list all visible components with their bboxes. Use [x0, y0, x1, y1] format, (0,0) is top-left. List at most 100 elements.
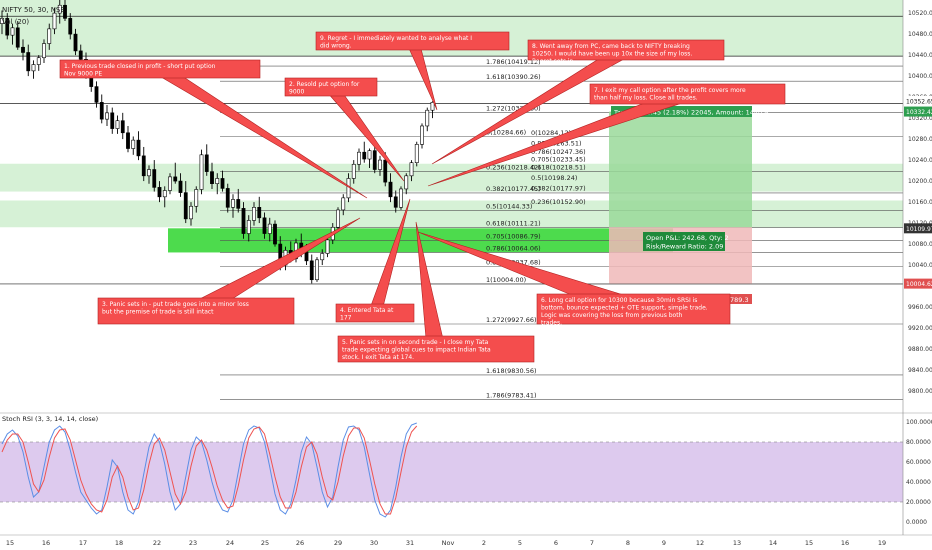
candle-body [15, 27, 20, 48]
candle-body [378, 159, 382, 170]
fib-label: 1(10004.00) [486, 276, 526, 284]
time-tick: 30 [370, 539, 378, 547]
price-tick: 10400.00 [908, 73, 932, 80]
candle-body [141, 155, 146, 177]
time-tick: 13 [733, 539, 741, 547]
annotation-text: than half my loss. Close all trades. [594, 95, 698, 102]
fib-label: 1.618(9830.56) [486, 367, 537, 375]
fib-label: 0.618(10111.21) [486, 220, 541, 228]
annotation-text: stock. I exit Tata at 174. [342, 354, 414, 361]
annotation-box [335, 303, 415, 323]
price-tick: 10520.00 [908, 10, 932, 17]
rsi-tick: 20.0000 [906, 499, 931, 506]
price-tick: 9840.00 [908, 367, 932, 374]
time-tick: 18 [115, 539, 123, 547]
target-label: Target: 220.45 (2.18%) 22045, Amount: 14… [613, 109, 768, 117]
candle-body [131, 139, 136, 149]
time-tick: 24 [226, 539, 234, 547]
candle-body [231, 199, 235, 208]
annotation-text: bottom, bounce expected + OTE support, s… [541, 305, 708, 312]
candle-body [257, 207, 262, 219]
candle-body [241, 208, 246, 234]
candle-body [78, 50, 83, 60]
annotation-box [315, 31, 510, 51]
candle-body [236, 199, 241, 209]
candle-body [262, 217, 267, 234]
rsi-tick: 60.0000 [906, 459, 931, 466]
open-pnl-label: Open P&L: 242.68, Qty: 2 [646, 234, 729, 242]
time-tick: 16 [841, 539, 849, 547]
fib-label: 1.272(9927.66) [486, 316, 537, 324]
price-tick: 9880.00 [908, 346, 932, 353]
annotation-arrows [156, 38, 691, 351]
annotation-text: did wrong. [320, 43, 352, 50]
price-label: 10109.97 [906, 226, 932, 233]
candle-body [105, 112, 109, 120]
annotation-text: 7. I exit my call option after the profi… [594, 87, 746, 94]
annotation-text: 3. Panic sets in - put trade goes into a… [102, 301, 249, 308]
stoch-rsi-panel: Stoch RSI (3, 3, 14, 14, close) [0, 412, 932, 518]
annotation-text: Nov 9000 PE [64, 71, 102, 78]
fib-label-2: 0.236(10152.90) [531, 198, 586, 206]
candle-body [204, 154, 209, 172]
price-tick: 10160.00 [908, 199, 932, 206]
annotation-text: 4. Entered Tata at [340, 307, 394, 314]
candle-body [199, 154, 204, 190]
candle-body [351, 163, 356, 179]
candle-body [388, 181, 393, 198]
annotation-text: Logic was covering the loss from previou… [541, 312, 683, 319]
candle-body [367, 150, 372, 160]
price-label: 10352.65 [906, 98, 932, 105]
candle-body [168, 176, 172, 191]
candle-body [99, 102, 104, 120]
time-tick: 22 [153, 539, 161, 547]
price-tick: 10240.00 [908, 157, 932, 164]
candle-body [425, 109, 430, 127]
ratio-label: Risk/Reward Ratio: 2.09 [646, 243, 723, 251]
annotation-text: 2. Resold put option for [289, 81, 360, 88]
candle-body [225, 188, 230, 208]
candle-body [220, 178, 225, 189]
price-tick: 9960.00 [908, 304, 932, 311]
time-tick: 14 [769, 539, 777, 547]
price-tick: 10200.00 [908, 178, 932, 185]
rsi-k-line [1, 422, 417, 518]
time-tick: 5 [518, 539, 522, 547]
candle-body [173, 176, 178, 182]
fib-label: 0.236(10218.42) [486, 163, 541, 171]
candle-body [409, 162, 414, 177]
candle-body [136, 139, 141, 157]
candle-body [246, 220, 251, 234]
candle-body [215, 178, 220, 184]
candle-body [315, 259, 319, 281]
time-tick: 6 [554, 539, 558, 547]
price-tick: 9800.00 [908, 388, 932, 395]
time-tick: 17 [79, 539, 87, 547]
stop-label: 789.3 [730, 296, 749, 304]
time-tick: 8 [626, 539, 630, 547]
fib-label-2: 0.786(10247.36) [531, 148, 586, 156]
chart-title: NIFTY 50, 30, NSE [2, 6, 65, 14]
candle-body [47, 28, 52, 44]
rsi-title: Stoch RSI (3, 3, 14, 14, close) [2, 415, 98, 423]
rsi-band [0, 442, 903, 502]
candle-body [147, 169, 151, 177]
candle-body [357, 151, 361, 165]
price-tick: 10080.00 [908, 241, 932, 248]
time-tick: 15 [805, 539, 813, 547]
candle-body [42, 43, 46, 59]
annotation-box [337, 335, 535, 363]
annotation-box [59, 59, 261, 79]
candle-body [189, 205, 193, 220]
annotation-text: 5. Panic sets in on second trade - I clo… [342, 339, 489, 346]
candle-body [52, 12, 57, 30]
annotation-text: 10250. I would have been up 10x the size… [532, 51, 692, 58]
candle-body [420, 125, 424, 145]
candle-body [0, 18, 4, 24]
annotation-text: 6. Long call option for 10300 because 30… [541, 297, 697, 304]
annotation-box [527, 39, 725, 61]
annotation-text: but the premise of trade is still intact [102, 309, 214, 316]
fib-label-2: 0.705(10233.45) [531, 156, 586, 164]
candle-body [341, 197, 346, 211]
